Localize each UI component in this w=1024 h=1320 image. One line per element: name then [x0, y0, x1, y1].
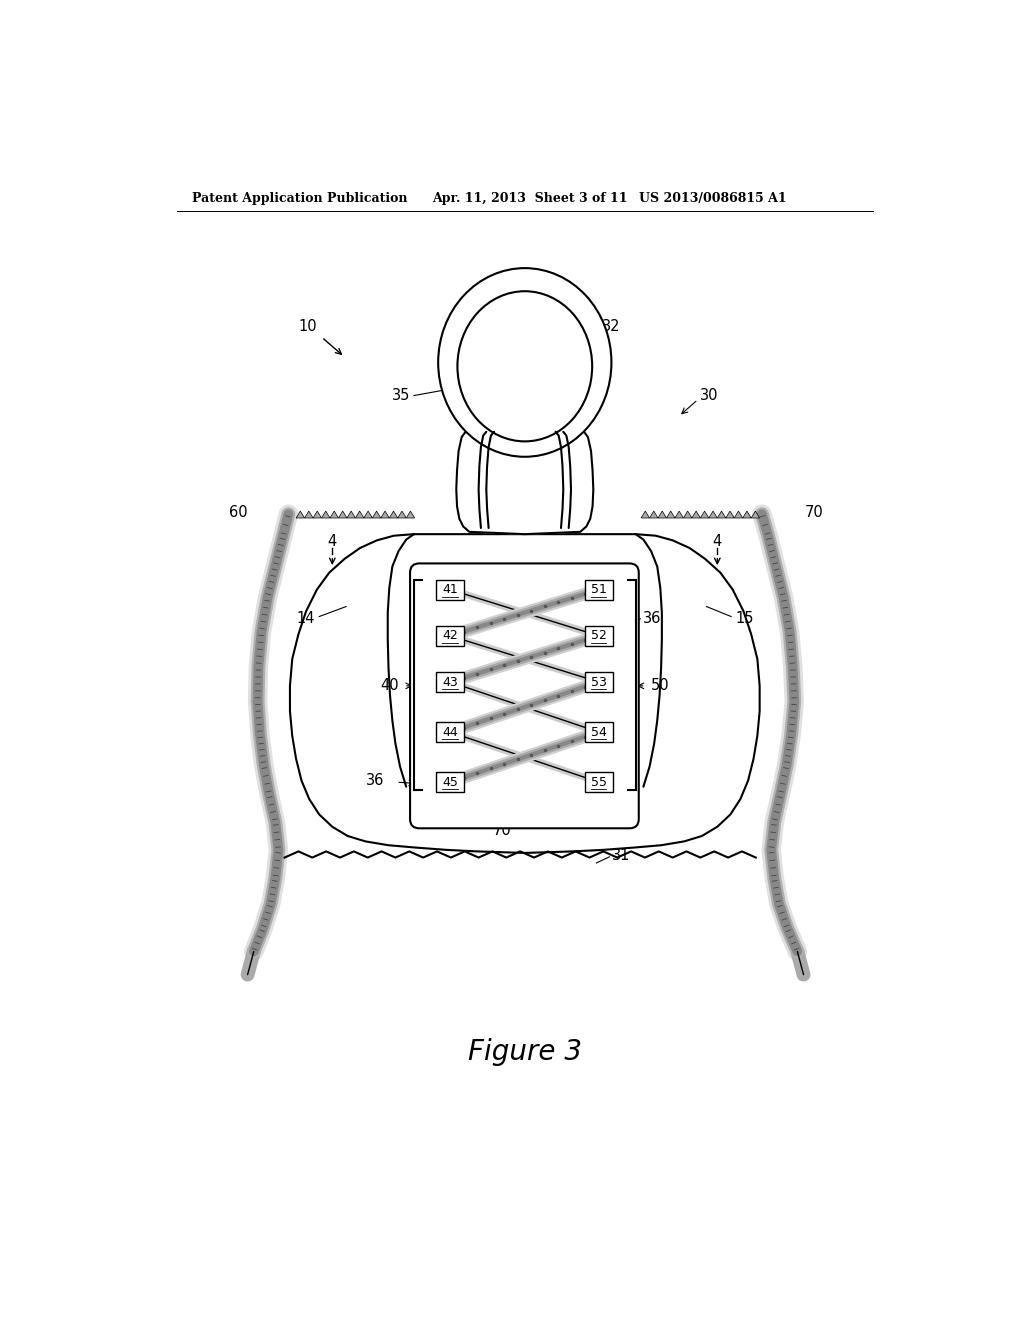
Polygon shape — [683, 511, 692, 517]
Text: 70: 70 — [804, 506, 823, 520]
Text: 45: 45 — [442, 776, 458, 788]
FancyBboxPatch shape — [585, 579, 612, 599]
Polygon shape — [742, 511, 752, 517]
Polygon shape — [304, 511, 313, 517]
Polygon shape — [355, 511, 364, 517]
Text: Patent Application Publication: Patent Application Publication — [193, 191, 408, 205]
Polygon shape — [373, 511, 381, 517]
Polygon shape — [407, 511, 415, 517]
FancyBboxPatch shape — [436, 579, 464, 599]
Text: 35: 35 — [392, 388, 410, 403]
Polygon shape — [700, 511, 709, 517]
Text: 42: 42 — [442, 630, 458, 643]
Text: 51: 51 — [591, 583, 606, 597]
Text: 10: 10 — [298, 318, 317, 334]
Text: US 2013/0086815 A1: US 2013/0086815 A1 — [639, 191, 786, 205]
FancyBboxPatch shape — [585, 772, 612, 792]
FancyBboxPatch shape — [585, 626, 612, 645]
Polygon shape — [330, 511, 339, 517]
Polygon shape — [347, 511, 355, 517]
Text: 30: 30 — [700, 388, 719, 403]
Text: 53: 53 — [591, 676, 606, 689]
FancyBboxPatch shape — [410, 564, 639, 829]
FancyBboxPatch shape — [436, 626, 464, 645]
Polygon shape — [709, 511, 717, 517]
Text: Figure 3: Figure 3 — [468, 1038, 582, 1065]
FancyBboxPatch shape — [436, 672, 464, 692]
Polygon shape — [364, 511, 373, 517]
Text: 31: 31 — [611, 847, 630, 863]
Text: 40: 40 — [380, 678, 398, 693]
Text: 70: 70 — [493, 824, 511, 838]
FancyBboxPatch shape — [585, 672, 612, 692]
Polygon shape — [675, 511, 683, 517]
Polygon shape — [667, 511, 675, 517]
Text: 50: 50 — [651, 678, 670, 693]
Polygon shape — [322, 511, 330, 517]
Text: 14: 14 — [297, 611, 315, 627]
Text: 44: 44 — [442, 726, 458, 739]
Text: 41: 41 — [442, 583, 458, 597]
Text: 55: 55 — [591, 776, 606, 788]
Text: 60: 60 — [497, 573, 516, 587]
Polygon shape — [339, 511, 347, 517]
Text: 37: 37 — [515, 480, 535, 495]
Polygon shape — [641, 511, 649, 517]
Text: 36: 36 — [367, 774, 385, 788]
Text: 36: 36 — [643, 611, 660, 627]
Ellipse shape — [438, 268, 611, 457]
Text: 52: 52 — [591, 630, 606, 643]
Text: 37: 37 — [516, 483, 534, 510]
Polygon shape — [397, 511, 407, 517]
Text: Apr. 11, 2013  Sheet 3 of 11: Apr. 11, 2013 Sheet 3 of 11 — [432, 191, 628, 205]
Polygon shape — [752, 511, 760, 517]
FancyBboxPatch shape — [585, 722, 612, 742]
FancyBboxPatch shape — [436, 722, 464, 742]
Text: 60: 60 — [229, 506, 248, 520]
Ellipse shape — [458, 292, 592, 441]
Polygon shape — [290, 535, 760, 853]
Text: 54: 54 — [591, 726, 606, 739]
Polygon shape — [296, 511, 304, 517]
Polygon shape — [717, 511, 726, 517]
Polygon shape — [692, 511, 700, 517]
Text: 43: 43 — [442, 676, 458, 689]
Text: 15: 15 — [735, 611, 754, 627]
Polygon shape — [313, 511, 322, 517]
Polygon shape — [381, 511, 389, 517]
Polygon shape — [457, 432, 593, 535]
Text: 4: 4 — [713, 535, 722, 549]
Polygon shape — [649, 511, 658, 517]
Polygon shape — [726, 511, 734, 517]
Text: 32: 32 — [602, 318, 621, 334]
Polygon shape — [389, 511, 397, 517]
Text: 4: 4 — [328, 535, 337, 549]
FancyBboxPatch shape — [436, 772, 464, 792]
Polygon shape — [734, 511, 742, 517]
Polygon shape — [658, 511, 667, 517]
